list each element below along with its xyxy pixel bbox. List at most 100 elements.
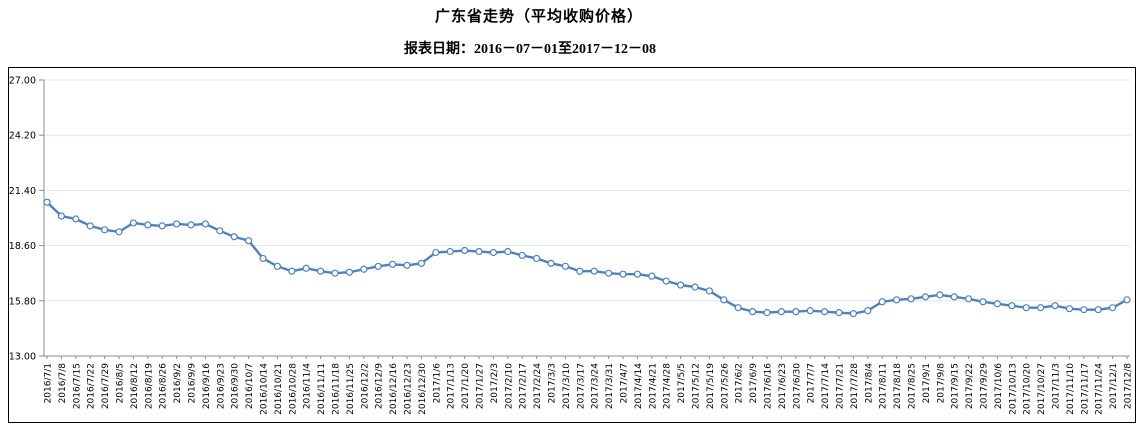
x-axis-label: 2017/2/24 xyxy=(533,363,543,409)
x-axis-label: 2017/4/21 xyxy=(648,363,658,409)
x-axis-label: 2017/7/7 xyxy=(807,363,817,403)
x-axis-label: 2016/10/14 xyxy=(260,363,270,415)
data-point-marker xyxy=(878,298,886,306)
x-axis-label: 2017/9/1 xyxy=(922,363,932,403)
data-point-marker xyxy=(1036,304,1045,312)
data-point-marker xyxy=(1008,302,1016,310)
data-point-marker xyxy=(158,222,166,230)
x-axis-label: 2017/4/7 xyxy=(620,363,630,403)
x-axis-label: 2017/5/26 xyxy=(720,363,730,409)
data-point-marker xyxy=(302,264,310,272)
x-axis-label: 2017/8/11 xyxy=(879,363,889,409)
data-point-marker xyxy=(864,307,872,315)
data-point-marker xyxy=(936,291,944,299)
data-point-marker xyxy=(144,221,152,229)
x-axis-label: 2017/3/17 xyxy=(576,363,586,409)
data-point-marker xyxy=(532,254,541,263)
data-point-marker xyxy=(57,212,66,220)
data-point-marker xyxy=(648,272,656,280)
x-axis-label: 2016/9/9 xyxy=(188,363,198,404)
y-axis-label: 18.60 xyxy=(9,241,36,252)
x-axis-label: 2017/7/21 xyxy=(836,363,846,409)
data-point-marker xyxy=(115,228,123,236)
x-axis-label: 2017/1/27 xyxy=(476,363,486,409)
data-point-marker xyxy=(173,220,181,228)
data-point-marker xyxy=(820,308,829,316)
data-point-marker xyxy=(100,226,109,234)
x-axis-label: 2016/10/28 xyxy=(288,363,298,415)
data-point-marker xyxy=(964,295,973,303)
x-axis-label: 2016/11/11 xyxy=(317,363,327,415)
data-point-marker xyxy=(389,260,397,268)
data-point-marker xyxy=(187,221,195,229)
data-point-marker xyxy=(259,254,267,263)
x-axis-label: 2017/8/25 xyxy=(908,363,918,409)
data-point-marker xyxy=(216,227,224,235)
data-point-marker xyxy=(835,309,843,317)
data-point-marker xyxy=(245,237,253,245)
x-axis-label: 2017/2/17 xyxy=(519,363,529,409)
data-point-marker xyxy=(950,293,958,301)
x-axis-label: 2017/5/12 xyxy=(692,363,702,409)
data-point-marker xyxy=(432,248,440,257)
data-point-marker xyxy=(792,308,800,316)
data-point-marker xyxy=(129,219,138,227)
data-point-marker xyxy=(288,267,296,275)
x-axis-label: 2016/9/30 xyxy=(231,363,241,409)
data-point-marker xyxy=(806,307,814,315)
plot-border-box: 27.00 24.20 21.40 18.60 15.80 13.00 2016/7/1 20… xyxy=(8,67,1136,423)
x-axis-label: 2016/12/23 xyxy=(404,363,414,415)
data-point-marker xyxy=(1108,304,1117,312)
x-axis-label: 2016/9/16 xyxy=(202,363,212,409)
x-axis-label: 2016/12/2 xyxy=(360,363,370,409)
x-axis-label: 2016/8/19 xyxy=(144,363,154,409)
x-axis-label: 2016/7/15 xyxy=(72,363,82,409)
x-axis-label: 2016/9/2 xyxy=(173,363,183,403)
data-point-marker xyxy=(979,298,987,306)
x-axis-label: 2017/10/20 xyxy=(1023,363,1033,415)
y-axis-label: 27.00 xyxy=(9,76,36,87)
x-axis-label: 2016/9/23 xyxy=(216,363,226,409)
x-axis-label: 2016/12/9 xyxy=(375,363,385,409)
x-axis-label: 2016/8/5 xyxy=(116,363,126,403)
x-axis-label: 2017/9/15 xyxy=(951,363,961,409)
data-point-marker xyxy=(72,215,80,223)
x-axis-label: 2017/10/6 xyxy=(994,363,1004,409)
data-point-marker xyxy=(403,261,411,269)
data-point-marker xyxy=(720,296,728,304)
data-point-marker xyxy=(604,269,613,277)
x-axis-label: 2017/2/3 xyxy=(490,363,500,403)
data-point-marker xyxy=(360,265,368,273)
x-axis-label: 2016/7/22 xyxy=(87,363,97,409)
data-point-marker xyxy=(1094,306,1102,314)
x-axis-label: 2016/8/26 xyxy=(159,363,169,409)
y-axis-label: 13.00 xyxy=(9,352,36,363)
x-axis-label: 2017/6/9 xyxy=(749,363,759,404)
y-axis-label: 21.40 xyxy=(9,186,36,197)
data-point-marker xyxy=(633,270,642,278)
x-axis-label: 2017/4/28 xyxy=(663,363,673,409)
x-axis-label: 2017/1/13 xyxy=(447,363,457,409)
x-axis-label: 2017/3/10 xyxy=(562,363,572,409)
x-axis-label: 2017/9/22 xyxy=(965,363,975,409)
data-point-marker xyxy=(461,246,469,255)
data-point-marker xyxy=(489,248,497,257)
x-axis-label: 2017/10/13 xyxy=(1008,363,1018,415)
x-axis-label: 2017/6/23 xyxy=(778,363,788,409)
data-point-marker xyxy=(86,222,94,230)
data-point-marker xyxy=(1022,304,1030,312)
x-axis-label: 2016/11/25 xyxy=(346,363,356,415)
data-point-marker xyxy=(705,287,714,295)
x-axis-label: 2016/12/16 xyxy=(389,363,399,415)
x-axis-label: 2017/10/27 xyxy=(1037,363,1047,415)
x-axis-label: 2017/12/1 xyxy=(1109,363,1119,409)
x-axis-label: 2016/7/1 xyxy=(44,363,54,403)
x-axis-label: 2016/12/30 xyxy=(418,363,428,415)
data-point-marker xyxy=(374,262,382,270)
x-axis-label: 2017/11/24 xyxy=(1095,363,1105,415)
x-axis-label: 2017/3/31 xyxy=(605,363,615,409)
data-point-marker xyxy=(331,269,339,277)
x-axis-label: 2017/12/8 xyxy=(1124,363,1134,409)
data-point-marker xyxy=(1123,296,1131,304)
